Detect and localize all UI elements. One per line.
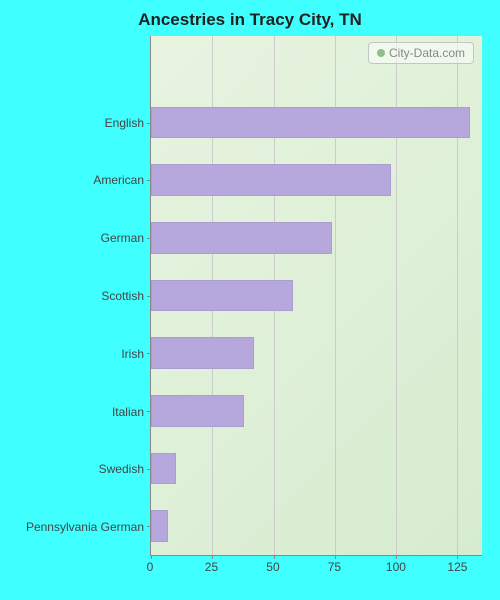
bar bbox=[151, 164, 391, 196]
x-tick-mark bbox=[151, 555, 152, 559]
y-category-label: Pennsylvania German bbox=[26, 520, 144, 534]
x-tick-mark bbox=[396, 555, 397, 559]
plot-area: City-Data.com bbox=[150, 36, 482, 556]
chart-title: Ancestries in Tracy City, TN bbox=[0, 0, 500, 30]
page-root: Ancestries in Tracy City, TN English Amer… bbox=[0, 0, 500, 600]
y-category-label: Irish bbox=[121, 347, 144, 361]
x-tick-mark bbox=[274, 555, 275, 559]
y-category-label: Scottish bbox=[101, 289, 144, 303]
watermark-text: City-Data.com bbox=[389, 46, 465, 60]
x-axis: 0 25 50 75 100 125 bbox=[150, 560, 482, 580]
x-tick-mark bbox=[335, 555, 336, 559]
x-tick-mark bbox=[212, 555, 213, 559]
bar bbox=[151, 510, 168, 542]
x-tick-label: 75 bbox=[328, 560, 341, 574]
y-category-label: American bbox=[93, 173, 144, 187]
x-tick-label: 50 bbox=[266, 560, 279, 574]
x-tick-label: 0 bbox=[147, 560, 154, 574]
x-tick-label: 100 bbox=[386, 560, 406, 574]
y-category-label: Swedish bbox=[99, 462, 144, 476]
bar bbox=[151, 107, 470, 139]
y-axis-labels: English American German Scottish Irish Italia… bbox=[0, 36, 150, 556]
bar bbox=[151, 395, 244, 427]
x-tick-label: 25 bbox=[205, 560, 218, 574]
bar bbox=[151, 453, 176, 485]
bar bbox=[151, 337, 254, 369]
y-category-label: English bbox=[105, 116, 144, 130]
bar bbox=[151, 280, 293, 312]
x-tick-mark bbox=[457, 555, 458, 559]
y-category-label: Italian bbox=[112, 405, 144, 419]
watermark-badge: City-Data.com bbox=[368, 42, 474, 64]
y-category-label: German bbox=[101, 231, 144, 245]
bar bbox=[151, 222, 332, 254]
chart-area: English American German Scottish Irish Italia… bbox=[0, 36, 500, 586]
watermark-icon bbox=[377, 49, 385, 57]
x-tick-label: 125 bbox=[447, 560, 467, 574]
